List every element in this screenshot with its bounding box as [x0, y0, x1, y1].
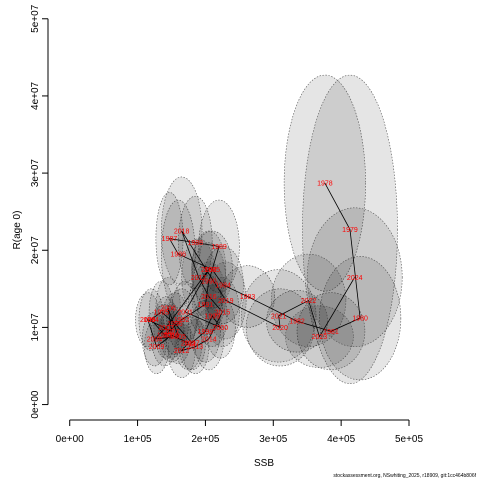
- year-label: 1987: [162, 236, 178, 243]
- year-label: 1984: [215, 282, 231, 289]
- year-label: 1983: [240, 294, 256, 301]
- x-axis-label: SSB: [254, 458, 274, 469]
- year-label: 2004: [147, 336, 163, 343]
- year-label: 2000: [213, 325, 229, 332]
- year-label: 2002: [201, 267, 217, 274]
- year-label: 2022: [301, 298, 317, 305]
- year-label: 1989: [211, 244, 227, 251]
- year-label: 2010: [164, 333, 180, 340]
- year-label: 2015: [215, 309, 231, 316]
- year-label: 2018: [174, 228, 190, 235]
- x-tick-label: 0e+00: [56, 434, 85, 445]
- x-tick-label: 3e+05: [259, 434, 288, 445]
- year-label: 2023: [312, 334, 328, 341]
- year-label: 2005: [170, 334, 186, 341]
- year-label: 2017: [191, 275, 207, 282]
- year-label: 2008: [140, 317, 156, 324]
- y-axis-label: R(age 0): [12, 211, 23, 250]
- year-label: 2007: [164, 329, 180, 336]
- year-label: 2019: [218, 298, 234, 305]
- year-label: 2006: [160, 306, 176, 313]
- y-tick-label: 3e+07: [30, 159, 41, 188]
- y-tick-label: 4e+07: [30, 81, 41, 110]
- year-label: 1997: [184, 340, 200, 347]
- year-label: 1978: [317, 181, 333, 188]
- year-label: 2021: [271, 313, 287, 320]
- year-label: 2012: [174, 348, 190, 355]
- year-label: 2020: [272, 325, 288, 332]
- year-label: 2003: [158, 325, 174, 332]
- year-label: 2014: [201, 336, 217, 343]
- year-label: 1991: [198, 302, 214, 309]
- x-tick-label: 2e+05: [191, 434, 220, 445]
- year-label: 1981: [323, 329, 339, 336]
- year-label: 1994: [143, 317, 159, 324]
- year-label: 1985: [204, 267, 220, 274]
- year-label: 1996: [167, 321, 183, 328]
- year-label: 1980: [352, 316, 368, 323]
- trajectory: [147, 182, 361, 352]
- year-label: 1993: [157, 333, 173, 340]
- year-label: 1995: [154, 309, 170, 316]
- year-label: 1988: [187, 240, 203, 247]
- year-label: 1992: [174, 317, 190, 324]
- year-label: 1990: [201, 279, 217, 286]
- footer: stockassessment.org, NSwhiting_2025, r18…: [333, 473, 476, 479]
- year-label: 1982: [289, 319, 305, 326]
- y-tick-label: 2e+07: [30, 236, 41, 265]
- year-label: 2016: [201, 294, 217, 301]
- x-tick-label: 1e+05: [124, 434, 153, 445]
- year-label: 1986: [170, 252, 186, 259]
- year-label: 2013: [187, 344, 203, 351]
- year-label: 2001: [177, 309, 193, 316]
- year-label: 2009: [149, 344, 165, 351]
- year-label: 1999: [204, 313, 220, 320]
- y-tick-label: 1e+07: [30, 313, 41, 342]
- x-tick-label: 5e+05: [395, 434, 424, 445]
- year-label: 1979: [342, 227, 358, 234]
- y-tick-label: 5e+07: [30, 4, 41, 33]
- year-label: 2011: [181, 340, 196, 347]
- y-tick-label: 0e+00: [30, 390, 41, 419]
- x-tick-label: 4e+05: [327, 434, 356, 445]
- year-label: 2024: [347, 275, 363, 282]
- year-label: 1998: [198, 329, 214, 336]
